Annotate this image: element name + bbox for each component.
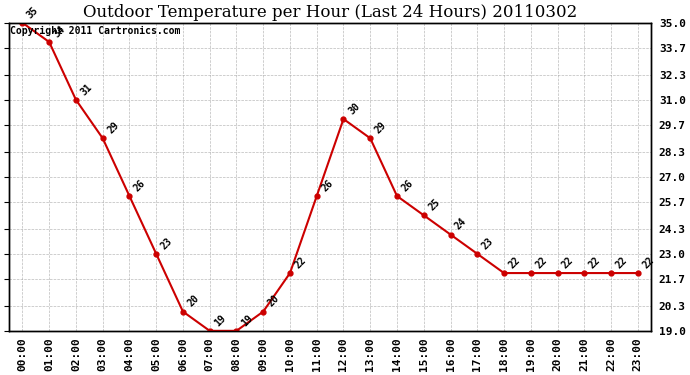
Text: 22: 22 — [533, 255, 549, 270]
Text: 20: 20 — [186, 293, 201, 309]
Text: Copyright 2011 Cartronics.com: Copyright 2011 Cartronics.com — [10, 26, 181, 36]
Text: 23: 23 — [159, 236, 175, 251]
Text: 24: 24 — [453, 216, 469, 232]
Text: 26: 26 — [132, 178, 148, 193]
Text: 26: 26 — [400, 178, 415, 193]
Text: 22: 22 — [614, 255, 629, 270]
Text: 30: 30 — [346, 101, 362, 116]
Text: 29: 29 — [373, 120, 388, 135]
Text: 31: 31 — [79, 82, 94, 97]
Text: 22: 22 — [640, 255, 656, 270]
Text: 35: 35 — [25, 4, 41, 20]
Text: 22: 22 — [293, 255, 308, 270]
Title: Outdoor Temperature per Hour (Last 24 Hours) 20110302: Outdoor Temperature per Hour (Last 24 Ho… — [83, 4, 578, 21]
Text: 22: 22 — [587, 255, 602, 270]
Text: 22: 22 — [560, 255, 575, 270]
Text: 22: 22 — [507, 255, 522, 270]
Text: 34: 34 — [52, 24, 68, 39]
Text: 26: 26 — [319, 178, 335, 193]
Text: 19: 19 — [213, 313, 228, 328]
Text: 25: 25 — [426, 197, 442, 213]
Text: 19: 19 — [239, 313, 255, 328]
Text: 23: 23 — [480, 236, 495, 251]
Text: 20: 20 — [266, 293, 282, 309]
Text: 29: 29 — [106, 120, 121, 135]
